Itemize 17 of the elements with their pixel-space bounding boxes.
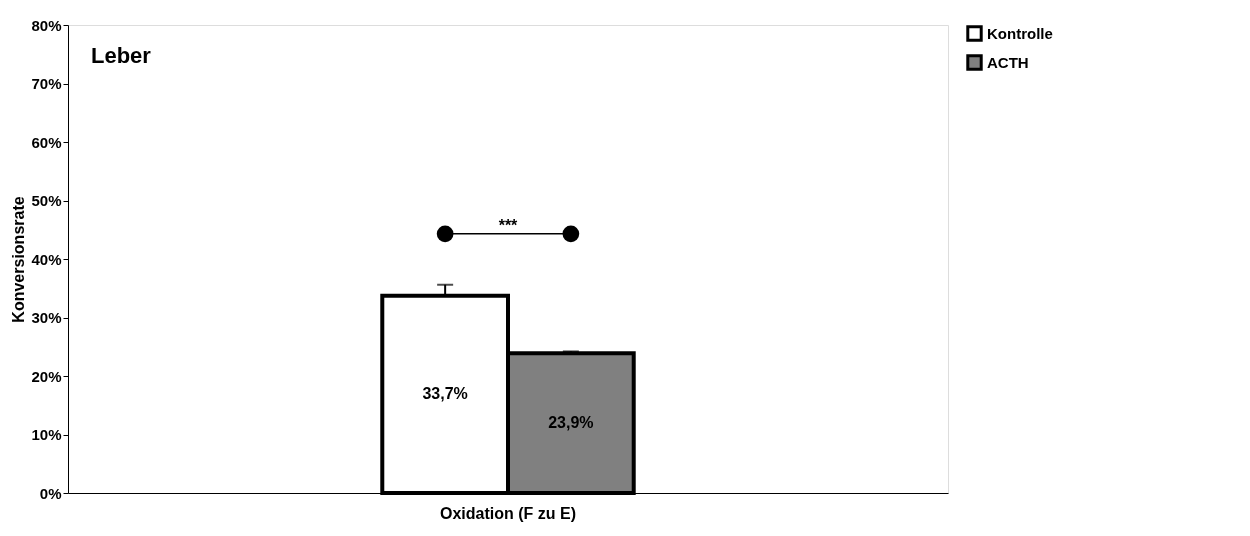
y-tick-label: 20% bbox=[31, 367, 62, 385]
y-tick-label: 10% bbox=[31, 426, 62, 443]
data-label: 23,9% bbox=[548, 414, 594, 432]
y-axis-title: Konversionsrate bbox=[10, 196, 28, 323]
x-tick-label: Oxidation (F zu E) bbox=[440, 504, 576, 522]
y-tick-label: 30% bbox=[31, 309, 62, 326]
legend-label: ACTH bbox=[987, 53, 1029, 71]
annotation: *** bbox=[498, 216, 519, 234]
y-tick-label: 0% bbox=[39, 484, 62, 502]
text: Leber bbox=[90, 43, 152, 68]
y-tick-label: 50% bbox=[31, 192, 62, 209]
legend-label: Kontrolle bbox=[987, 24, 1053, 42]
y-tick-label: 60% bbox=[31, 133, 62, 151]
y-tick-label: 80% bbox=[31, 16, 62, 34]
y-tick-label: 70% bbox=[31, 75, 62, 92]
data-label: 33,7% bbox=[422, 385, 468, 403]
y-tick-label: 40% bbox=[31, 250, 62, 268]
